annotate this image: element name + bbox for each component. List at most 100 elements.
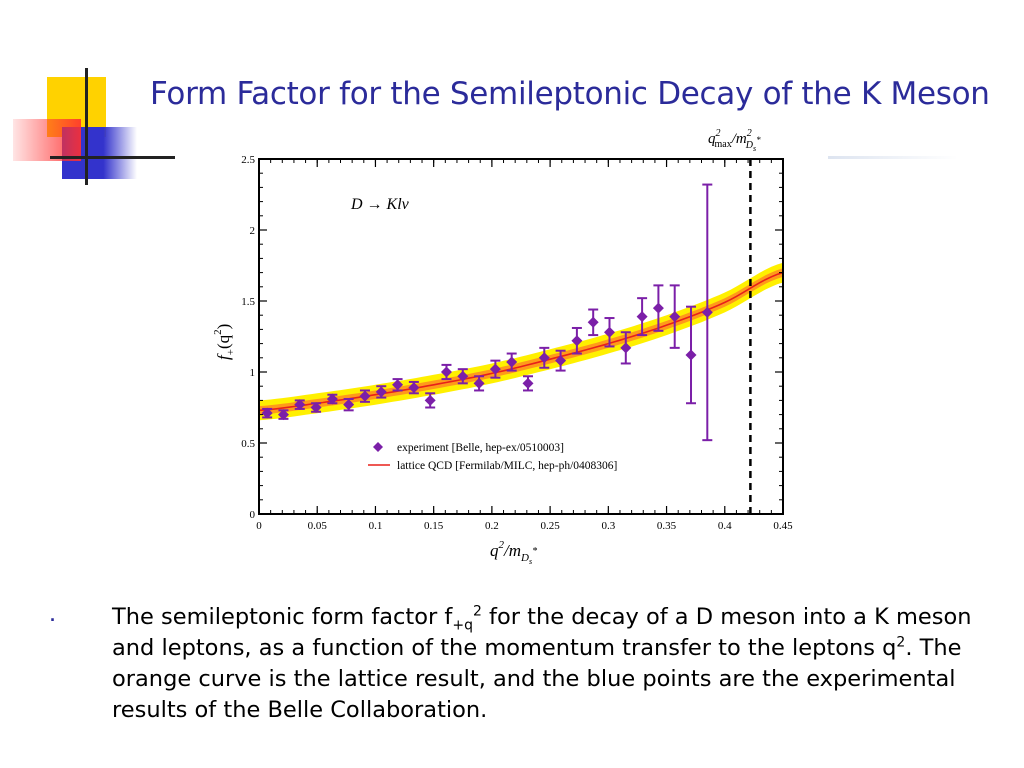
data-marker (489, 363, 501, 375)
data-marker (473, 377, 485, 389)
experiment-point (489, 359, 501, 379)
data-marker (294, 399, 306, 411)
data-marker (375, 386, 387, 398)
experiment-point (359, 389, 371, 403)
data-marker (359, 390, 371, 402)
data-marker (571, 335, 583, 347)
experiment-point (424, 392, 436, 409)
experiment-point (587, 308, 599, 337)
experiment-point (326, 393, 338, 405)
legend-label-lattice: lattice QCD [Fermilab/MILC, hep-ph/04083… (397, 460, 617, 472)
x-tick-label: 0.25 (540, 520, 560, 532)
data-marker (522, 377, 534, 389)
experiment-point (571, 326, 583, 355)
deco-red-square (13, 119, 81, 161)
legend-marker-experiment (373, 442, 383, 452)
plot-frame (258, 158, 784, 515)
data-marker (652, 302, 664, 314)
data-marker (457, 370, 469, 382)
lattice-band-inner (259, 268, 783, 415)
y-tick-label: 2 (250, 225, 256, 237)
lattice-curve (259, 271, 783, 412)
data-marker (310, 402, 322, 413)
data-marker (701, 306, 713, 318)
body-sup1: 2 (472, 603, 482, 620)
experiment-point (294, 399, 306, 411)
band-group (259, 262, 783, 421)
legend-label-experiment: experiment [Belle, hep-ex/0510003] (397, 442, 564, 454)
data-marker (538, 352, 550, 364)
x-axis-title: q2/mDs* (490, 539, 537, 566)
data-marker (392, 379, 404, 391)
experiment-point (261, 407, 273, 419)
y-tick-label: 0.5 (241, 438, 255, 450)
data-marker (440, 366, 452, 378)
x-tick-label: 0.35 (657, 520, 677, 532)
data-marker (685, 349, 697, 361)
experiment-points (261, 183, 713, 442)
body-sub1: +q (452, 617, 473, 634)
y-tick-label: 0 (250, 509, 256, 521)
x-tick-label: 0 (256, 520, 262, 532)
data-marker (620, 342, 632, 354)
experiment-point (310, 402, 322, 413)
x-tick-label: 0.05 (308, 520, 328, 532)
experiment-point (620, 331, 632, 365)
x-tick-label: 0.45 (773, 520, 793, 532)
x-tick-labels: 0 0.05 0.1 0.15 0.2 0.25 0.3 0.35 0.4 0.45 (256, 520, 793, 532)
data-marker (555, 355, 567, 367)
experiment-point (522, 375, 534, 392)
data-marker (506, 356, 518, 368)
body-seg1: The semileptonic form factor f (112, 604, 453, 630)
experiment-point (603, 317, 615, 348)
data-marker (636, 311, 648, 323)
title-underline-fade (828, 156, 958, 159)
experiment-point (392, 378, 404, 392)
experiment-point (440, 363, 452, 381)
decay-annotation: D → Klν (350, 196, 410, 213)
data-marker (326, 393, 338, 405)
bullet-marker: · (50, 610, 56, 630)
experiment-point (457, 368, 469, 385)
legend: experiment [Belle, hep-ex/0510003] latti… (368, 442, 617, 472)
y-tick-label: 1.5 (241, 296, 255, 308)
x-tick-label: 0.3 (601, 520, 615, 532)
data-marker (424, 394, 436, 406)
experiment-point (408, 380, 420, 395)
experiment-point (685, 305, 697, 405)
data-marker (261, 407, 273, 419)
experiment-point (506, 352, 518, 372)
experiment-point (473, 375, 485, 392)
data-marker (343, 399, 355, 411)
y-tick-label: 1 (250, 367, 256, 379)
body-seg2: for the decay of a D meson into a K meso… (112, 604, 972, 661)
slide-title: Form Factor for the Semileptonic Decay o… (150, 76, 990, 112)
experiment-point (652, 284, 664, 332)
x-tick-label: 0.1 (369, 520, 383, 532)
experiment-point (555, 349, 567, 372)
form-factor-chart: 0 0.05 0.1 0.15 0.2 0.25 0.3 0.35 0.4 0.45 0 0.5 1 1… (212, 128, 793, 566)
experiment-point (277, 409, 289, 421)
y-tick-labels: 0 0.5 1 1.5 2 2.5 (241, 154, 255, 521)
body-seg3: . The orange curve is the lattice result… (112, 635, 962, 723)
experiment-point (636, 297, 648, 337)
axis-ticks (258, 158, 784, 515)
data-marker (587, 316, 599, 328)
experiment-point (538, 346, 550, 369)
experiment-point (343, 397, 355, 412)
experiment-point (701, 183, 713, 442)
deco-horizontal-line (50, 156, 175, 159)
data-marker (277, 409, 289, 421)
experiment-point (669, 284, 681, 349)
body-paragraph: The semileptonic form factor f+q2 for th… (112, 602, 992, 726)
y-tick-label: 2.5 (241, 154, 255, 166)
qmax-label: q2 max/m2 Ds* (708, 128, 761, 153)
deco-vertical-line (85, 68, 88, 185)
data-marker (669, 311, 681, 323)
x-tick-label: 0.2 (485, 520, 499, 532)
data-marker (408, 382, 420, 394)
y-axis-title: f+(q2) (212, 324, 237, 360)
body-sup2: 2 (896, 634, 906, 651)
x-tick-label: 0.4 (718, 520, 732, 532)
experiment-point (375, 385, 387, 399)
